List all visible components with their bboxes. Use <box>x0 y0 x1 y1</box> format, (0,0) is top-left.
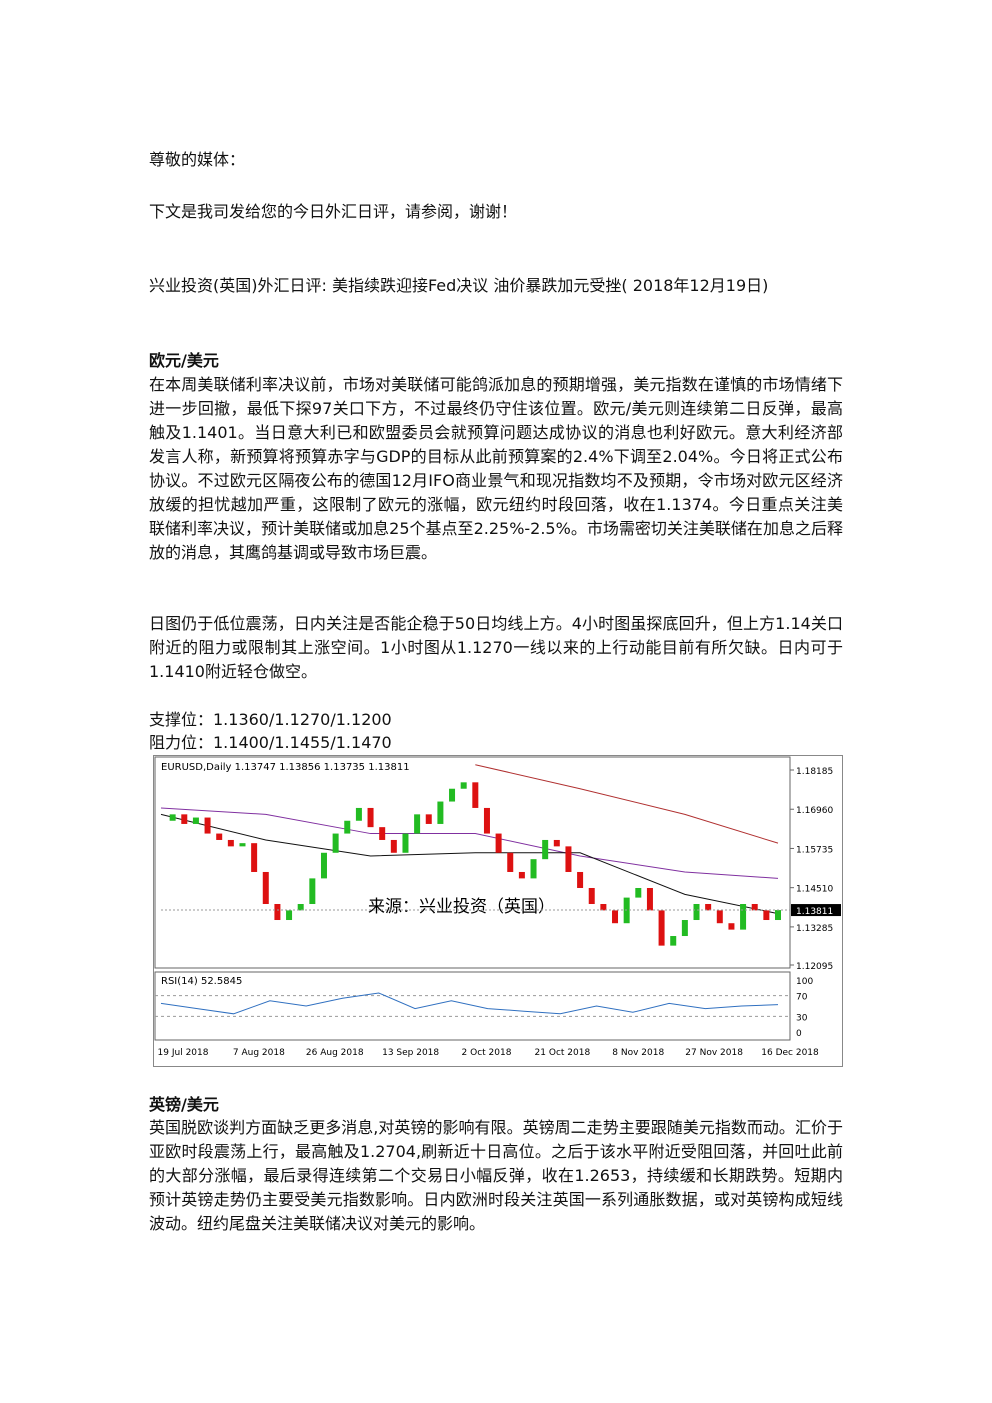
candle <box>775 910 781 921</box>
candle <box>239 843 246 847</box>
candle <box>635 887 642 898</box>
x-tick-label: 27 Nov 2018 <box>685 1048 743 1058</box>
current-price-box <box>791 904 841 917</box>
candle <box>600 904 607 911</box>
candle <box>646 887 653 911</box>
candle <box>437 801 444 824</box>
candle <box>425 814 432 824</box>
y-tick-label: 1.14510 <box>796 885 833 895</box>
candle <box>320 852 327 879</box>
candle <box>588 887 595 905</box>
candle <box>763 910 770 921</box>
candle <box>390 839 397 853</box>
candle <box>612 910 619 924</box>
chart-frame <box>153 755 843 1067</box>
candle <box>693 904 700 921</box>
candle <box>251 843 258 872</box>
candle <box>344 820 351 834</box>
candle <box>553 839 560 847</box>
rsi-tick-label: 70 <box>796 993 808 1003</box>
x-tick-label: 8 Nov 2018 <box>612 1048 664 1058</box>
candle <box>751 904 758 911</box>
candle <box>309 878 316 905</box>
candle <box>262 871 269 905</box>
candle <box>565 846 572 872</box>
heading: 英镑/美元 <box>149 1095 219 1114</box>
paragraph: 英国脱欧谈判方面缺乏更多消息,对英镑的影响有限。英镑周二走势主要跟随美元指数而动… <box>149 1118 843 1233</box>
current-price-label: 1.13811 <box>796 907 833 917</box>
x-tick-label: 19 Jul 2018 <box>158 1048 209 1058</box>
support: 支撑位：1.1360/1.1270/1.1200 <box>149 710 392 729</box>
moving-average <box>475 764 779 844</box>
candle <box>472 782 479 808</box>
y-tick-label: 1.13285 <box>796 924 833 934</box>
candle <box>332 833 339 853</box>
watermark: 来源：兴业投资（英国） <box>368 897 555 917</box>
rsi-tick-label: 30 <box>796 1013 808 1023</box>
candle <box>402 833 409 853</box>
main-panel <box>154 756 791 969</box>
candle <box>460 782 467 789</box>
paragraph: 日图仍于低位震荡，日内关注是否能企稳于50日均线上方。4小时图虽探底回升，但上方… <box>149 614 843 681</box>
candle <box>414 814 421 834</box>
candle <box>716 910 723 924</box>
intro: 下文是我司发给您的今日外汇日评，请参阅，谢谢！ <box>149 202 518 221</box>
candle <box>507 852 514 872</box>
chart-header: EURUSD,Daily 1.13747 1.13856 1.13735 1.1… <box>161 762 410 773</box>
candle <box>483 807 490 834</box>
greeting: 尊敬的媒体： <box>149 150 246 169</box>
candle <box>355 807 362 821</box>
candle <box>518 871 525 879</box>
x-tick-label: 13 Sep 2018 <box>382 1048 439 1058</box>
x-tick-label: 2 Oct 2018 <box>462 1048 512 1058</box>
rsi-line <box>160 992 779 1015</box>
candle <box>297 904 304 911</box>
moving-average <box>160 813 779 915</box>
candle <box>658 910 665 946</box>
x-tick-label: 26 Aug 2018 <box>306 1048 364 1058</box>
candle <box>367 807 374 828</box>
candle <box>169 814 176 821</box>
rsi-tick-label: 100 <box>796 977 813 987</box>
candle <box>495 833 502 853</box>
candle <box>681 920 688 937</box>
x-tick-label: 21 Oct 2018 <box>535 1048 591 1058</box>
paragraph: 在本周美联储利率决议前，市场对美联储可能鸽派加息的预期增强，美元指数在谨慎的市场… <box>149 375 843 562</box>
candle <box>740 904 747 930</box>
rsi-panel <box>154 971 791 1041</box>
y-tick-label: 1.18185 <box>796 767 833 777</box>
candle <box>274 904 281 921</box>
candle <box>530 859 537 879</box>
y-tick-label: 1.12095 <box>796 962 833 972</box>
x-tick-label: 7 Aug 2018 <box>233 1048 285 1058</box>
rsi-label: RSI(14) 52.5845 <box>161 976 242 987</box>
candle <box>379 827 386 840</box>
x-tick-label: 16 Dec 2018 <box>761 1048 819 1058</box>
title: 兴业投资(英国)外汇日评: 美指续跌迎接Fed决议 油价暴跌加元受挫( 2018… <box>149 276 769 295</box>
candle <box>577 871 584 888</box>
candle <box>542 839 549 860</box>
candle <box>192 817 199 824</box>
candle <box>728 923 735 930</box>
candle <box>181 814 188 824</box>
heading: 欧元/美元 <box>149 351 219 370</box>
candle <box>705 904 712 911</box>
rsi-tick-label: 0 <box>796 1029 802 1039</box>
candle <box>449 788 456 802</box>
moving-average <box>160 807 779 879</box>
candle <box>670 936 677 946</box>
candle <box>286 910 293 921</box>
resistance: 阻力位：1.1400/1.1455/1.1470 <box>149 733 392 752</box>
candle <box>204 817 211 834</box>
chart: EURUSD,Daily 1.13747 1.13856 1.13735 1.1… <box>153 755 843 1067</box>
y-tick-label: 1.16960 <box>796 806 833 816</box>
candle <box>216 833 223 840</box>
y-tick-label: 1.15735 <box>796 845 833 855</box>
candle <box>227 839 234 847</box>
